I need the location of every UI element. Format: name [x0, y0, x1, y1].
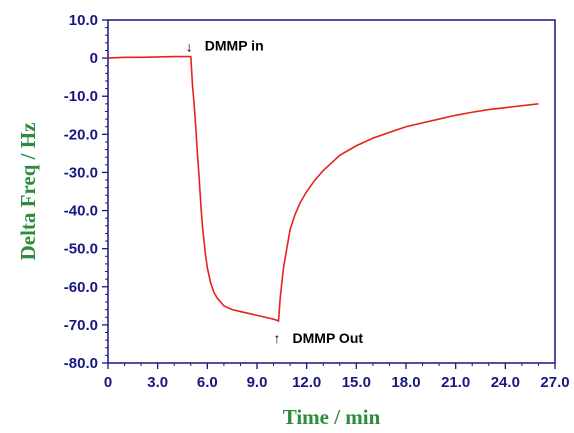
x-tick-label: 24.0 [491, 374, 520, 391]
x-axis-title: Time / min [283, 405, 381, 429]
up-arrow-icon: ↑ [274, 330, 281, 346]
y-ticks: 10.0 0 -10.0 -20.0 -30.0 -40.0 -50.0 -60.0 -70.0… [64, 12, 108, 372]
x-tick-label: 9.0 [247, 374, 268, 391]
down-arrow-icon: ↓ [186, 39, 193, 55]
annotation-dmmp-out-label: DMMP Out [293, 330, 364, 346]
series-line [107, 55, 539, 323]
plot-frame [107, 19, 556, 364]
x-tick-label: 21.0 [441, 374, 470, 391]
y-tick-label: -80.0 [64, 355, 98, 372]
y-tick-label: -60.0 [64, 279, 98, 296]
y-tick-label: 0 [90, 50, 98, 67]
annotation-dmmp-in-label: DMMP in [205, 38, 264, 54]
x-tick-label: 3.0 [147, 374, 168, 391]
y-tick-label: -40.0 [64, 203, 98, 220]
x-tick-label: 18.0 [391, 374, 420, 391]
y-tick-label: -50.0 [64, 241, 98, 258]
x-tick-label: 6.0 [197, 374, 218, 391]
y-tick-label: -30.0 [64, 164, 98, 181]
x-tick-label: 0 [104, 374, 112, 391]
x-tick-label: 12.0 [292, 374, 321, 391]
y-tick-label: -70.0 [64, 317, 98, 334]
y-tick-label: 10.0 [69, 12, 98, 29]
annotation-dmmp-in: ↓ DMMP in [186, 38, 264, 55]
x-tick-label: 15.0 [342, 374, 371, 391]
annotation-dmmp-out: ↑ DMMP Out [274, 330, 364, 346]
x-ticks: 0 3.0 6.0 9.0 12.0 15.0 18.0 21.0 24.0 27.0 [104, 363, 570, 391]
y-tick-label: -10.0 [64, 88, 98, 105]
y-tick-label: -20.0 [64, 126, 98, 143]
x-tick-label: 27.0 [540, 374, 569, 391]
y-axis-title: Delta Freq / Hz [16, 123, 40, 261]
